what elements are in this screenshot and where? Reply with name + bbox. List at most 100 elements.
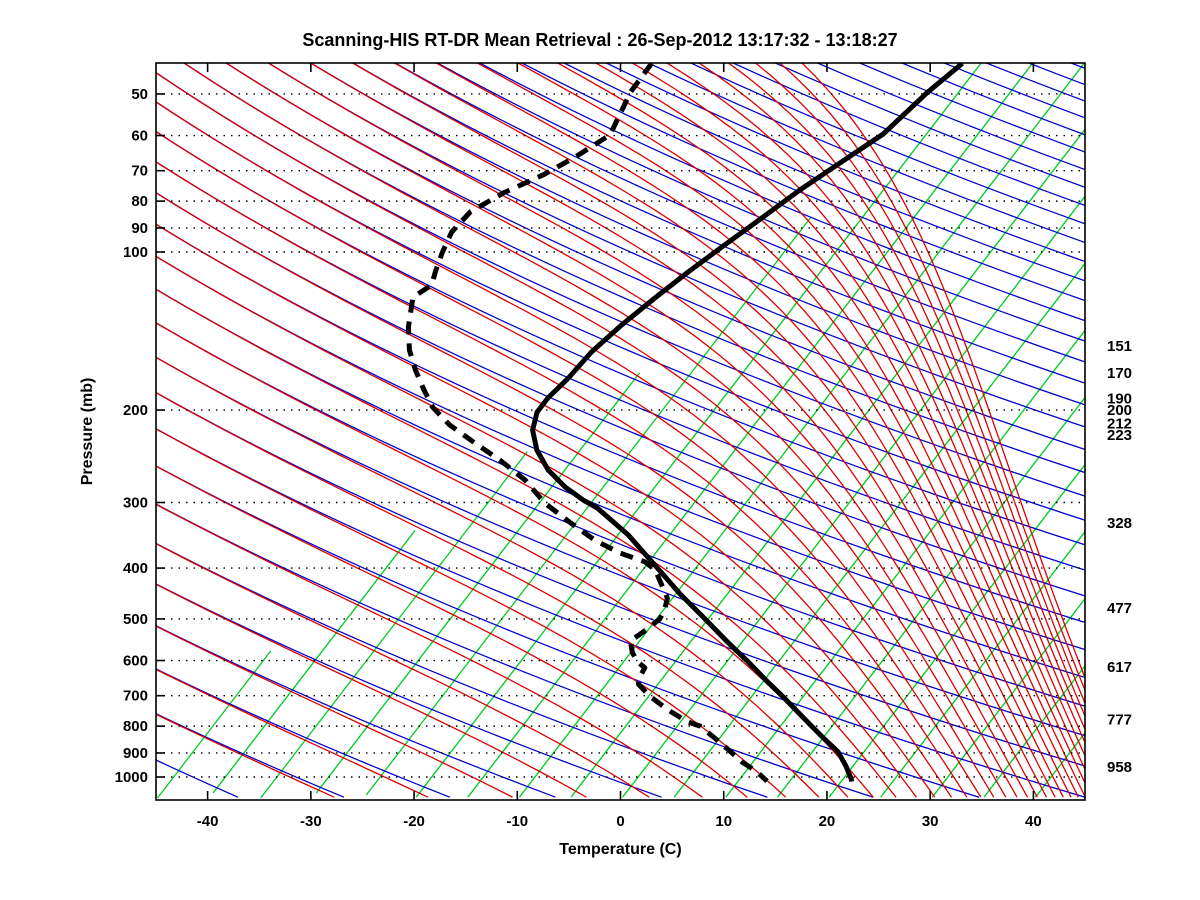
moist-adiabat-line	[754, 63, 1085, 705]
plot-area	[156, 62, 1200, 799]
dry-adiabat-line	[731, 63, 1085, 207]
isotherm-line	[518, 63, 1085, 798]
pressure-tick-label: 600	[123, 653, 148, 670]
pressure-tick-label: 800	[123, 718, 148, 735]
moist-adiabat-line	[156, 71, 1007, 798]
temperature-profile	[530, 63, 964, 782]
moist-adiabat-line	[156, 288, 897, 798]
pressure-tick-label: 80	[131, 193, 148, 210]
moist-adiabat-line	[156, 465, 748, 798]
moist-adiabat-line	[156, 255, 917, 798]
moist-adiabat-line	[156, 130, 982, 798]
x-tick-label: 20	[819, 813, 836, 830]
pressure-tick-label: 300	[123, 494, 148, 511]
dry-adiabat-line	[562, 63, 1085, 282]
isotherm-line	[828, 463, 1085, 798]
pressure-tick-label: 900	[123, 745, 148, 762]
right-pressure-label: 777	[1107, 711, 1132, 728]
right-pressure-label: 200	[1107, 402, 1132, 419]
moist-adiabat-line	[267, 63, 1038, 798]
moist-adiabat-line	[393, 63, 1064, 798]
x-tick-label: 40	[1025, 813, 1042, 830]
dry-adiabat-line	[156, 322, 1085, 707]
pressure-tick-label: 60	[131, 128, 148, 145]
moist-adiabat-line	[156, 356, 849, 798]
dry-adiabat-line	[156, 255, 1085, 651]
x-tick-label: -10	[506, 813, 528, 830]
dry-adiabat-line	[689, 63, 1085, 225]
right-pressure-label: 151	[1107, 338, 1132, 355]
pressure-tick-label: 400	[123, 560, 148, 577]
dry-adiabat-line	[156, 625, 556, 798]
moist-adiabat-line	[631, 63, 1085, 758]
moist-adiabat-line	[516, 63, 1085, 798]
moist-adiabat-line	[309, 63, 1048, 798]
moist-adiabat-line	[556, 63, 1085, 785]
isotherm-line	[931, 597, 1085, 798]
moist-adiabat-line	[156, 542, 650, 798]
dry-adiabat-line	[647, 63, 1085, 244]
moist-adiabat-line	[351, 63, 1056, 798]
pressure-tick-label: 70	[131, 163, 148, 180]
dry-adiabat-line	[156, 223, 1085, 624]
isotherm-line	[467, 63, 1034, 798]
x-tick-label: 10	[715, 813, 732, 830]
right-pressure-label: 170	[1107, 365, 1132, 382]
x-tick-label: -40	[197, 813, 219, 830]
dry-adiabat-line	[1153, 62, 1200, 797]
moist-adiabat-line	[156, 161, 968, 798]
pressure-tick-label: 700	[123, 688, 148, 705]
moist-adiabat-line	[156, 223, 936, 798]
isotherm-line	[622, 195, 1085, 798]
right-pressure-label: 223	[1107, 427, 1132, 444]
pressure-tick-label: 1000	[115, 769, 148, 786]
pressure-tick-label: 200	[123, 402, 148, 419]
dry-adiabat-line	[156, 759, 239, 798]
isotherm-line	[1087, 62, 1200, 797]
isotherm-line	[415, 63, 983, 798]
dry-adiabat-line	[858, 63, 1085, 153]
dry-adiabat-line	[156, 503, 874, 798]
dry-adiabat-line	[436, 63, 1085, 342]
dry-adiabat-line	[156, 191, 1085, 597]
dry-adiabat-line	[773, 63, 1085, 189]
moist-adiabat-line	[156, 391, 820, 798]
moist-adiabat-line	[476, 63, 1079, 798]
isotherm-line	[776, 396, 1085, 798]
moist-adiabat-line	[434, 63, 1072, 798]
right-pressure-label: 958	[1107, 759, 1132, 776]
pressure-tick-label: 500	[123, 611, 148, 628]
moist-adiabat-line	[156, 428, 787, 798]
dry-adiabat-line	[351, 63, 1085, 384]
dry-adiabat-line	[520, 63, 1085, 302]
dry-adiabat-line	[182, 63, 1085, 474]
dry-adiabat-line	[156, 356, 1085, 737]
dry-adiabat-line	[156, 583, 662, 798]
dry-adiabat-line	[478, 63, 1085, 322]
x-tick-label: 30	[922, 813, 939, 830]
x-tick-label: -20	[403, 813, 425, 830]
dry-adiabat-line	[1069, 63, 1085, 70]
chart-title: Scanning-HIS RT-DR Mean Retrieval : 26-S…	[302, 30, 898, 50]
dry-adiabat-line	[156, 542, 768, 798]
moist-adiabat-line	[156, 101, 995, 798]
right-pressure-label: 328	[1107, 515, 1132, 532]
x-tick-label: -30	[300, 813, 322, 830]
isotherm-line	[156, 650, 272, 799]
moist-adiabat-line	[156, 192, 953, 798]
moist-adiabat-line	[697, 63, 1085, 731]
dry-adiabat-line	[267, 63, 1085, 428]
moist-adiabat-line	[156, 668, 429, 798]
dewpoint-profile	[405, 63, 769, 784]
pressure-tick-label: 90	[131, 220, 148, 237]
pressure-tick-label: 100	[123, 244, 148, 261]
moist-adiabat-line	[594, 63, 1085, 771]
dry-adiabat-line	[309, 63, 1085, 406]
right-pressure-label: 212	[1107, 415, 1132, 432]
isotherm-line	[365, 217, 812, 796]
moist-adiabat-line	[665, 63, 1085, 745]
isotherm-line	[983, 664, 1085, 798]
moist-adiabat-line	[801, 63, 1085, 680]
moist-adiabat-line	[225, 63, 1029, 798]
